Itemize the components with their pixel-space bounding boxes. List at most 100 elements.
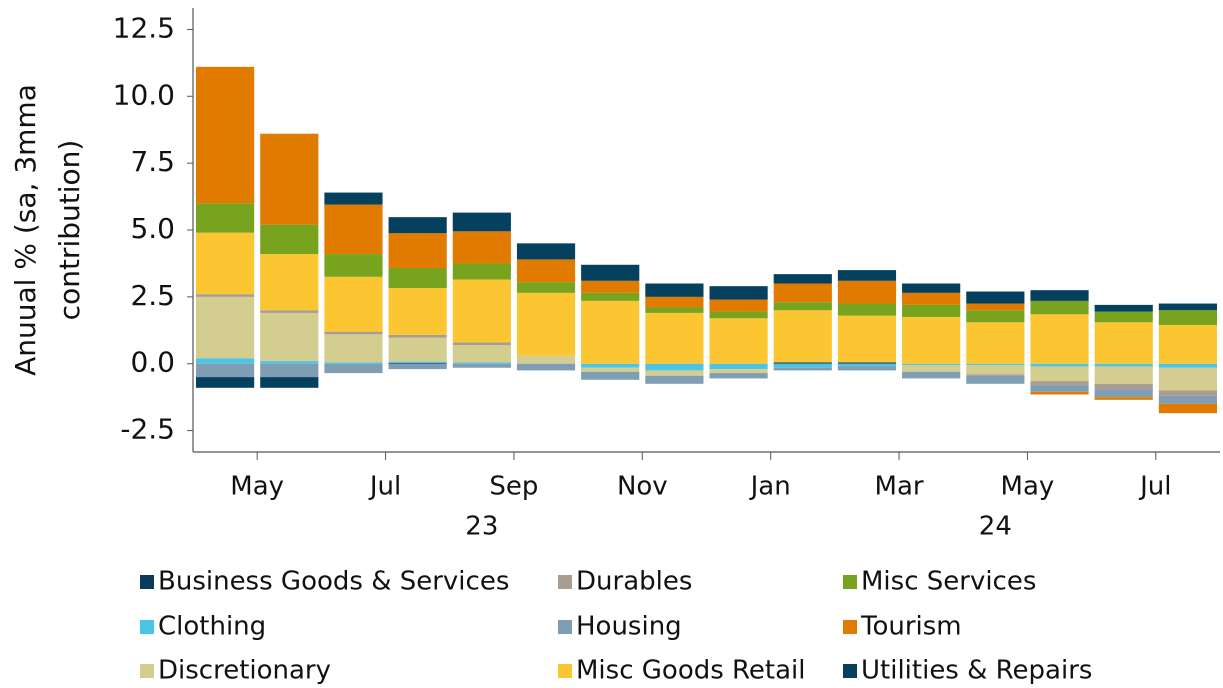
bar-segment: [388, 288, 447, 335]
bar-segment: [1094, 363, 1153, 367]
bar-segment: [581, 264, 640, 281]
bar-segment: [966, 291, 1025, 304]
bar-segment: [388, 217, 447, 234]
bar-segment: [1030, 290, 1089, 301]
bar-segment: [645, 363, 704, 371]
bar-segment: [902, 365, 961, 372]
bar-segment: [324, 331, 383, 335]
legend-swatch: [843, 664, 857, 678]
y-tick-label: -2.5: [120, 413, 175, 446]
bar-segment: [196, 296, 255, 359]
bar-segment: [837, 270, 897, 281]
bar-segment: [1030, 314, 1089, 364]
bar-segment: [324, 276, 383, 332]
year-label: 24: [979, 512, 1012, 542]
bar-segment: [902, 363, 961, 366]
bar-segment: [388, 362, 447, 364]
x-tick-label: May: [230, 472, 284, 502]
bar-segment: [1094, 304, 1153, 312]
bar-segment: [260, 310, 319, 313]
bar-segment: [966, 303, 1025, 311]
legend-swatch: [140, 664, 154, 678]
x-tick-label: May: [1001, 472, 1055, 502]
bar-segment: [837, 366, 897, 371]
bar-segment: [709, 311, 768, 319]
bar-segment: [1094, 366, 1153, 384]
bar-segment: [452, 363, 511, 368]
bar-segment: [452, 342, 511, 346]
bar-segment: [1030, 381, 1089, 386]
x-tick-label: Sep: [489, 472, 538, 502]
bar-segment: [902, 304, 961, 317]
bar-segment: [1030, 300, 1089, 315]
bar-segment: [773, 367, 832, 371]
bar-segment: [1094, 311, 1153, 323]
bar-segment: [837, 303, 897, 316]
legend-label: Housing: [576, 612, 682, 642]
bar-segment: [388, 267, 447, 289]
legend-swatch: [558, 575, 572, 589]
bar-segment: [581, 367, 640, 372]
x-tick-label: Mar: [875, 472, 924, 502]
legend-label: Misc Goods Retail: [576, 656, 806, 686]
bar-segment: [773, 310, 832, 363]
bar-segment: [837, 280, 897, 304]
bar-segment: [260, 312, 319, 362]
y-tick-label: 0.0: [130, 346, 175, 379]
bar-segment: [452, 362, 511, 364]
bar-segment: [709, 299, 768, 312]
legend-label: Clothing: [158, 612, 266, 642]
y-tick-label: 12.5: [113, 11, 175, 44]
bar-segment: [902, 371, 961, 379]
bar-segment: [452, 212, 511, 232]
bar-segment: [709, 369, 768, 374]
bar-segment: [966, 374, 1025, 376]
bar-segment: [388, 334, 447, 338]
bar-segment: [581, 363, 640, 368]
bar-segment: [581, 280, 640, 293]
bar-segment: [1158, 303, 1217, 311]
y-tick-label: 7.5: [130, 145, 175, 178]
bar-segment: [196, 377, 255, 388]
bar-segment: [516, 243, 576, 260]
legend-swatch: [558, 620, 572, 634]
legend-label: Discretionary: [158, 656, 331, 686]
bar-segment: [966, 322, 1025, 364]
bar-segment: [196, 203, 255, 233]
bar-segment: [260, 224, 319, 255]
bar-segment: [1030, 385, 1089, 392]
bar-segment: [1030, 366, 1089, 382]
x-tick-label: Jul: [368, 472, 401, 502]
bar-segment: [1094, 389, 1153, 398]
bar-segment: [581, 292, 640, 301]
bar-segment: [1094, 397, 1153, 400]
bar-segment: [1158, 367, 1217, 391]
bar-segment: [902, 283, 961, 293]
bar-segment: [452, 263, 511, 280]
x-tick-label: Nov: [617, 472, 668, 502]
bar-segment: [260, 377, 319, 388]
bar-segment: [516, 292, 576, 356]
bar-segment: [324, 363, 383, 374]
bar-segment: [581, 300, 640, 364]
bar-segment: [1030, 363, 1089, 367]
bar-segment: [1030, 391, 1089, 395]
bar-segment: [260, 363, 319, 378]
bar-segment: [1094, 383, 1153, 390]
bar-segment: [966, 365, 1025, 375]
y-tick-label: 10.0: [113, 78, 175, 111]
bar-segment: [452, 231, 511, 264]
bar-segment: [388, 363, 447, 370]
bar-segment: [773, 363, 832, 368]
bar-segment: [388, 361, 447, 363]
bar-segment: [1158, 310, 1217, 325]
bar-segment: [709, 373, 768, 379]
bar-segment: [196, 294, 255, 297]
legend-swatch: [558, 664, 572, 678]
bar-segment: [452, 345, 511, 363]
bar-segment: [837, 362, 897, 364]
bar-segment: [581, 371, 640, 380]
bar-segment: [516, 259, 576, 283]
